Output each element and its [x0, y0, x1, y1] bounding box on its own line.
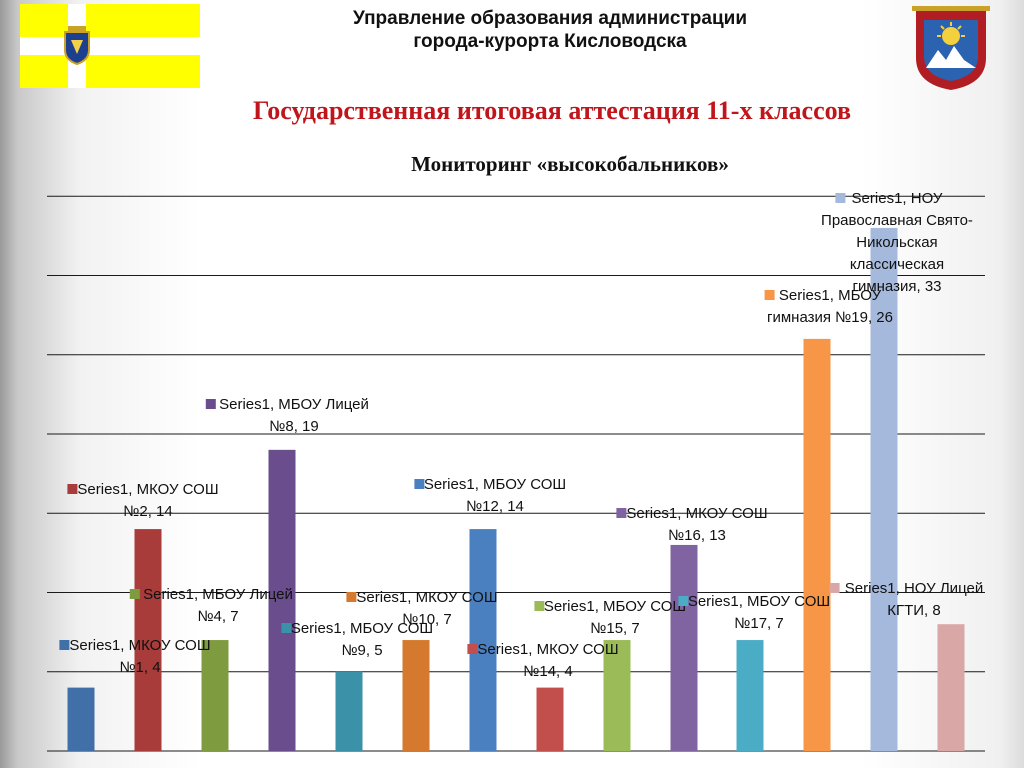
- data-label-text: гимназия, 33: [852, 278, 941, 295]
- data-label-13: Series1, НОУ Православная Свято- Никольска…: [821, 190, 973, 295]
- bar-1: [67, 687, 95, 751]
- data-label-text: №8, 19: [269, 418, 318, 435]
- data-label-text: гимназия №19, 26: [767, 309, 893, 326]
- bars: [67, 227, 965, 751]
- legend-marker: [346, 592, 357, 602]
- chart-title: Мониторинг «высокобальников»: [411, 152, 729, 176]
- data-label-8: Series1, МКОУ СОШ №14, 4: [467, 641, 619, 680]
- bar-8: [536, 687, 564, 751]
- data-label-text: Series1, МКОУ СОШ: [69, 637, 210, 654]
- data-label-text: Никольская: [856, 234, 937, 251]
- data-label-11: Series1, МБОУ СОШ №17, 7: [678, 593, 830, 632]
- legend-marker: [67, 484, 78, 494]
- data-label-9: Series1, МБОУ СОШ №15, 7: [534, 598, 686, 637]
- data-label-3: Series1, МБОУ Лицей №4, 7: [129, 586, 293, 625]
- organization-header: Управление образования администрации гор…: [240, 7, 860, 53]
- kislovodsk-coat-of-arms-icon: [912, 6, 990, 90]
- data-label-text: Series1, МБОУ СОШ: [424, 476, 566, 493]
- bar-2: [134, 529, 162, 751]
- legend-marker: [414, 479, 425, 489]
- data-label-6: Series1, МКОУ СОШ №10, 7: [346, 589, 498, 628]
- bar-11: [736, 640, 764, 751]
- legend-marker: [534, 601, 545, 611]
- data-label-text: №14, 4: [523, 663, 572, 680]
- data-label-text: Series1, МБОУ СОШ: [688, 593, 830, 610]
- data-label-text: №9, 5: [341, 642, 382, 659]
- legend-marker: [829, 583, 840, 593]
- bar-14: [937, 624, 965, 751]
- legend-marker: [59, 640, 70, 650]
- data-label-4: Series1, МБОУ Лицей №8, 19: [205, 396, 369, 435]
- data-label-text: №1, 4: [119, 659, 160, 676]
- bar-13: [870, 227, 898, 751]
- page-title: Государственная итоговая аттестация 11-х…: [252, 96, 852, 125]
- data-label-14: Series1, НОУ Лицей КГТИ, 8: [829, 580, 983, 619]
- data-label-text: Series1, НОУ: [852, 190, 943, 207]
- data-label-text: Series1, МБОУ СОШ: [544, 598, 686, 615]
- bar-12: [803, 338, 831, 751]
- bar-3: [201, 640, 229, 751]
- data-label-text: №12, 14: [466, 498, 524, 515]
- legend-marker: [835, 193, 846, 203]
- data-label-text: №15, 7: [590, 620, 639, 637]
- data-label-text: Series1, МБОУ СОШ: [291, 620, 433, 637]
- data-label-text: Series1, МКОУ СОШ: [626, 505, 767, 522]
- data-label-text: №17, 7: [734, 615, 783, 632]
- data-label-text: Series1, МБОУ Лицей: [219, 396, 369, 413]
- data-label-text: Православная Свято-: [821, 212, 973, 229]
- data-label-text: Series1, МКОУ СОШ: [477, 641, 618, 658]
- legend-marker: [616, 508, 627, 518]
- data-label-text: №16, 13: [668, 527, 726, 544]
- bar-10: [670, 544, 698, 751]
- bar-5: [335, 671, 363, 751]
- data-label-text: №2, 14: [123, 503, 172, 520]
- data-label-text: Series1, МБОУ: [779, 287, 882, 304]
- data-label-10: Series1, МКОУ СОШ №16, 13: [616, 505, 768, 544]
- data-label-text: классическая: [850, 256, 944, 273]
- legend-marker: [205, 399, 216, 409]
- legend-marker: [281, 623, 292, 633]
- legend-marker: [764, 290, 775, 300]
- org-line-1: Управление образования администрации: [352, 8, 747, 29]
- legend-marker: [678, 596, 689, 606]
- data-label-text: №4, 7: [197, 608, 238, 625]
- data-label-2: Series1, МКОУ СОШ №2, 14: [67, 481, 219, 520]
- gridlines: [47, 195, 985, 752]
- data-labels: Series1, МКОУ СОШ №1, 4 Series1, МКОУ СОШ №…: [59, 190, 983, 680]
- org-line-2: города-курорта Кисловодска: [413, 31, 687, 52]
- data-label-text: Series1, МБОУ Лицей: [143, 586, 293, 603]
- stavropol-flag-icon: [20, 4, 200, 88]
- data-label-text: №10, 7: [402, 611, 451, 628]
- data-label-5: Series1, МБОУ СОШ №9, 5: [281, 620, 433, 659]
- data-label-text: Series1, МКОУ СОШ: [77, 481, 218, 498]
- legend-marker: [467, 644, 478, 654]
- bar-6: [402, 640, 430, 751]
- bar-9: [603, 640, 631, 751]
- bar-7: [469, 529, 497, 751]
- data-label-12: Series1, МБОУ гимназия №19, 26: [764, 287, 893, 326]
- data-label-7: Series1, МБОУ СОШ №12, 14: [414, 476, 566, 515]
- bar-4: [268, 449, 296, 751]
- legend-marker: [129, 589, 140, 599]
- data-label-text: Series1, НОУ Лицей: [845, 580, 983, 597]
- data-label-text: Series1, МКОУ СОШ: [356, 589, 497, 606]
- data-label-text: КГТИ, 8: [887, 602, 940, 619]
- data-label-1: Series1, МКОУ СОШ №1, 4: [59, 637, 211, 676]
